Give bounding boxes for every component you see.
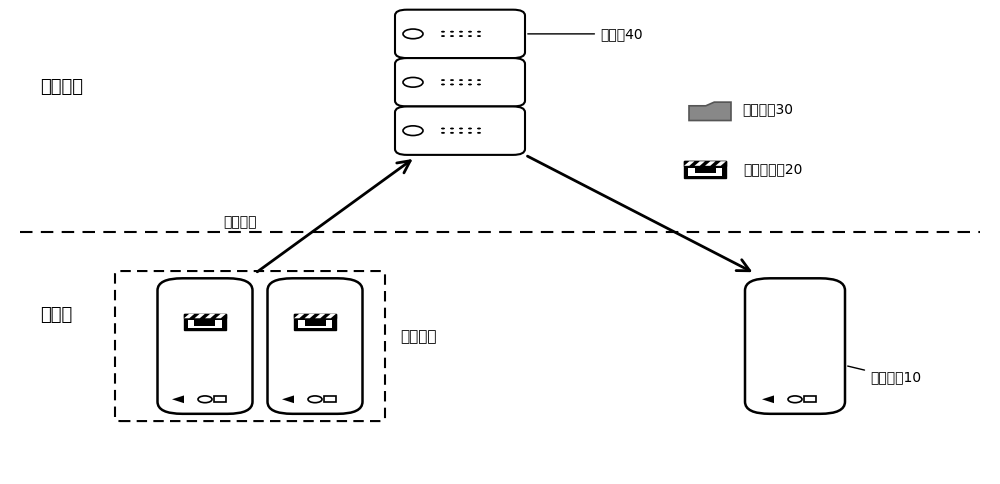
FancyBboxPatch shape bbox=[395, 106, 525, 155]
Bar bbox=[298, 320, 332, 328]
Text: 电子设备10: 电子设备10 bbox=[848, 366, 921, 384]
Bar bbox=[694, 167, 716, 173]
Bar bbox=[214, 396, 226, 402]
Circle shape bbox=[788, 396, 802, 403]
Text: 历史用户: 历史用户 bbox=[400, 329, 436, 344]
FancyBboxPatch shape bbox=[157, 278, 252, 414]
Polygon shape bbox=[282, 395, 294, 403]
Circle shape bbox=[450, 127, 454, 130]
Circle shape bbox=[468, 79, 472, 81]
Bar bbox=[294, 314, 336, 318]
Text: 服务器端: 服务器端 bbox=[40, 78, 83, 96]
Circle shape bbox=[450, 30, 454, 33]
FancyBboxPatch shape bbox=[745, 278, 845, 414]
Circle shape bbox=[459, 83, 463, 85]
Circle shape bbox=[403, 126, 423, 136]
Circle shape bbox=[468, 30, 472, 33]
Polygon shape bbox=[205, 314, 216, 318]
Circle shape bbox=[459, 127, 463, 130]
Polygon shape bbox=[715, 161, 726, 166]
Circle shape bbox=[308, 396, 322, 403]
Text: 服务器40: 服务器40 bbox=[528, 27, 643, 41]
FancyBboxPatch shape bbox=[395, 10, 525, 58]
Bar bbox=[324, 396, 336, 402]
Polygon shape bbox=[172, 395, 184, 403]
Polygon shape bbox=[684, 161, 694, 166]
Bar bbox=[684, 161, 726, 166]
Circle shape bbox=[468, 127, 472, 130]
Bar bbox=[304, 320, 326, 326]
Circle shape bbox=[403, 77, 423, 87]
Circle shape bbox=[468, 83, 472, 85]
Circle shape bbox=[477, 83, 481, 85]
Polygon shape bbox=[705, 161, 715, 166]
Circle shape bbox=[450, 132, 454, 134]
Circle shape bbox=[403, 29, 423, 39]
Circle shape bbox=[477, 35, 481, 37]
Circle shape bbox=[198, 396, 212, 403]
Bar bbox=[684, 161, 726, 178]
FancyBboxPatch shape bbox=[268, 278, 363, 414]
Bar bbox=[188, 320, 222, 328]
Bar bbox=[184, 314, 226, 330]
FancyBboxPatch shape bbox=[395, 58, 525, 106]
Bar bbox=[688, 168, 722, 176]
Circle shape bbox=[441, 132, 445, 134]
Polygon shape bbox=[184, 314, 194, 318]
Polygon shape bbox=[304, 314, 315, 318]
Circle shape bbox=[459, 30, 463, 33]
Circle shape bbox=[441, 35, 445, 37]
Polygon shape bbox=[689, 102, 731, 121]
Circle shape bbox=[477, 127, 481, 130]
Polygon shape bbox=[326, 314, 336, 318]
Bar bbox=[804, 396, 816, 402]
Polygon shape bbox=[194, 314, 205, 318]
Text: 权重文件30: 权重文件30 bbox=[742, 102, 793, 116]
Bar bbox=[184, 314, 226, 318]
Polygon shape bbox=[216, 314, 226, 318]
Circle shape bbox=[459, 35, 463, 37]
Circle shape bbox=[459, 132, 463, 134]
Circle shape bbox=[441, 127, 445, 130]
Circle shape bbox=[441, 83, 445, 85]
Circle shape bbox=[450, 79, 454, 81]
Circle shape bbox=[459, 79, 463, 81]
Text: 客户端: 客户端 bbox=[40, 305, 72, 324]
Circle shape bbox=[450, 35, 454, 37]
Circle shape bbox=[450, 83, 454, 85]
Circle shape bbox=[441, 79, 445, 81]
Text: 多媒体文件20: 多媒体文件20 bbox=[743, 163, 802, 176]
Bar bbox=[194, 320, 215, 326]
Circle shape bbox=[468, 35, 472, 37]
Circle shape bbox=[468, 132, 472, 134]
Polygon shape bbox=[762, 395, 774, 403]
Polygon shape bbox=[694, 161, 705, 166]
Text: 播放次数: 播放次数 bbox=[223, 216, 257, 229]
Polygon shape bbox=[294, 314, 304, 318]
Circle shape bbox=[477, 30, 481, 33]
Circle shape bbox=[441, 30, 445, 33]
Bar bbox=[294, 314, 336, 330]
Circle shape bbox=[477, 132, 481, 134]
Polygon shape bbox=[315, 314, 326, 318]
Circle shape bbox=[477, 79, 481, 81]
